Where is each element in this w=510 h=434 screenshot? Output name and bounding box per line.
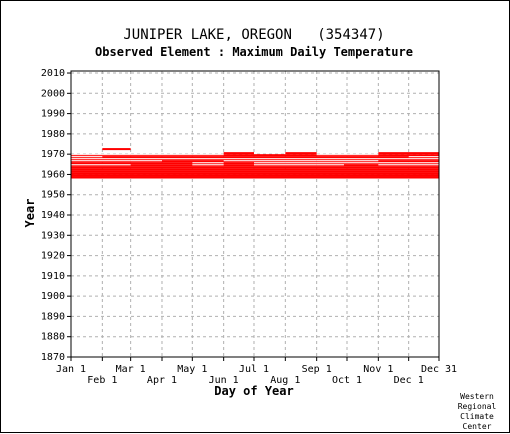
missing-data-gap (316, 160, 379, 162)
missing-data-gap (130, 160, 162, 162)
observed-segment (71, 156, 439, 159)
observed-data-layer (71, 148, 439, 179)
x-tick-label: Jul 1 (239, 364, 269, 375)
grid-lines (71, 71, 439, 357)
x-tick-label: Apr 1 (147, 375, 177, 386)
missing-data-gap (253, 160, 317, 162)
missing-data-gap (316, 154, 379, 156)
y-tick-label: 1920 (41, 251, 65, 262)
observed-segment (71, 158, 439, 161)
x-tick-label: Oct 1 (332, 375, 362, 386)
y-tick-label: 1950 (41, 190, 65, 201)
observed-segment (71, 172, 439, 175)
x-axis-label: Day of Year (214, 384, 293, 398)
missing-data-gap (253, 162, 439, 164)
chart-subtitle: Observed Element : Maximum Daily Tempera… (95, 45, 413, 59)
missing-data-gap (192, 154, 224, 156)
x-tick-label: Sep 1 (302, 364, 332, 375)
y-tick-label: 1880 (41, 332, 65, 343)
missing-data-gap (71, 154, 131, 156)
observed-segment (102, 148, 131, 151)
x-tick-label: Dec 1 (394, 375, 424, 386)
x-tick-label: Jan 1 (56, 364, 86, 375)
observed-segment (71, 168, 439, 171)
missing-data-gap (192, 162, 224, 164)
observed-segment (285, 152, 317, 155)
y-axis-label: Year (23, 199, 37, 228)
observed-segment (71, 164, 439, 167)
missing-data-gap (253, 164, 317, 166)
missing-data-gap (223, 160, 254, 162)
y-tick-label: 1910 (41, 271, 65, 282)
y-tick-label: 2000 (41, 88, 65, 99)
x-tick-label: Jun 1 (209, 375, 239, 386)
observed-segment (378, 152, 439, 155)
y-axis: 1870 1880 1890 1900 1910 1920 1930 1940 1950 1960… (41, 68, 71, 363)
missing-data-gap (192, 164, 224, 166)
plot-area-border (70, 70, 440, 358)
observed-segment (71, 170, 439, 173)
missing-data-gap (316, 164, 344, 166)
observed-segment (71, 176, 439, 179)
x-tick-label: Dec 31 (421, 364, 457, 375)
x-axis: Jan 1 Mar 1 May 1 Jul 1 Sep 1 Nov 1 Dec 31 Feb … (56, 357, 457, 386)
y-tick-label: 1990 (41, 109, 65, 120)
missing-data-gap (130, 154, 193, 156)
x-tick-label: Aug 1 (270, 375, 300, 386)
x-tick-label: May 1 (177, 364, 207, 375)
x-tick-label: Feb 1 (87, 375, 117, 386)
missing-data-gap (71, 160, 131, 162)
missing-data-gap (378, 164, 439, 166)
y-tick-label: 1890 (41, 311, 65, 322)
y-tick-label: 1900 (41, 291, 65, 302)
chart-title: JUNIPER LAKE, OREGON (354347) (123, 27, 384, 43)
credit-line-1: Western (460, 392, 494, 401)
missing-data-gap (71, 156, 103, 158)
observed-segment (71, 160, 439, 163)
y-tick-label: 1980 (41, 129, 65, 140)
credit-line-4: Center (463, 422, 492, 431)
y-tick-label: 1930 (41, 230, 65, 241)
y-tick-label: 1970 (41, 149, 65, 160)
observed-segment (223, 152, 254, 155)
x-tick-label: Nov 1 (363, 364, 393, 375)
missing-data-gap (71, 158, 439, 160)
observed-segment (71, 166, 439, 169)
wrcc-credit: Western Regional Climate Center (458, 392, 497, 431)
y-tick-label: 1940 (41, 210, 65, 221)
missing-data-gap (71, 164, 131, 166)
x-tick-label: Mar 1 (116, 364, 146, 375)
credit-line-3: Climate (460, 412, 494, 421)
missing-data-gap (408, 156, 439, 158)
observed-segment (71, 174, 439, 177)
credit-line-2: Regional (458, 402, 497, 411)
y-tick-label: 1960 (41, 169, 65, 180)
observed-segment (71, 162, 439, 165)
y-tick-label: 2010 (41, 68, 65, 79)
y-tick-label: 1870 (41, 352, 65, 363)
observed-segment (71, 154, 439, 157)
